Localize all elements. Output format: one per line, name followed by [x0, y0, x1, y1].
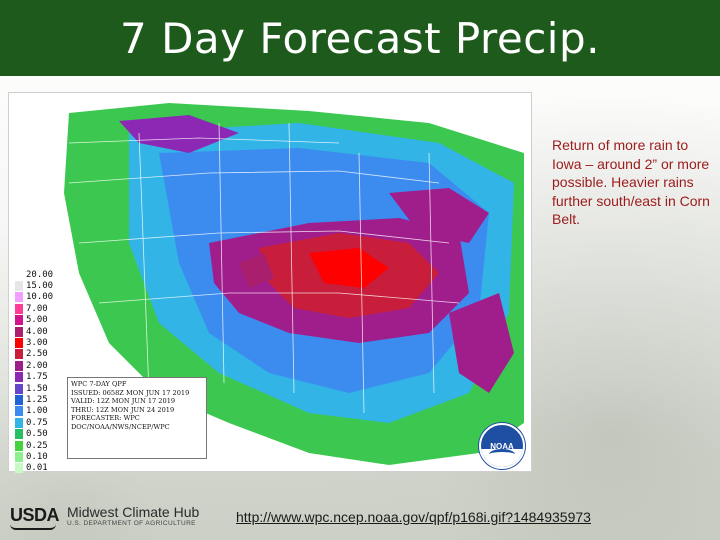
legend-row: 0.10: [15, 451, 55, 462]
info-line: THRU: 12Z MON JUN 24 2019: [71, 405, 175, 414]
precip-forecast-map: 20.00 15.00 10.00 7.00 5.00 4.00 3.00 2: [8, 92, 532, 474]
precip-map-graphic: [64, 103, 524, 465]
legend-label: 1.75: [26, 372, 48, 383]
noaa-bird-icon: [489, 449, 515, 460]
legend-label: 4.00: [26, 326, 48, 337]
legend-swatch: [15, 429, 23, 440]
legend-label: 20.00: [26, 269, 54, 280]
legend-row: 0.25: [15, 440, 55, 451]
legend-label: 0.10: [26, 451, 48, 462]
legend-row: 1.25: [15, 394, 55, 405]
hub-text: Midwest Climate Hub U.S. DEPARTMENT OF A…: [67, 504, 199, 527]
legend-label: 5.00: [26, 315, 48, 326]
legend-row: 1.75: [15, 372, 55, 383]
precip-legend: 20.00 15.00 10.00 7.00 5.00 4.00 3.00 2: [15, 269, 55, 474]
legend-label: 15.00: [26, 281, 54, 292]
legend-swatch: [15, 326, 23, 337]
legend-label: 1.25: [26, 394, 48, 405]
forecast-info-box: WPC 7-DAY QPF ISSUED: 0658Z MON JUN 17 2…: [67, 377, 207, 459]
slide-title: 7 Day Forecast Precip.: [120, 13, 600, 63]
legend-swatch: [15, 463, 23, 474]
legend-label: 0.50: [26, 429, 48, 440]
legend-label: 0.01: [26, 463, 48, 474]
legend-row: 1.50: [15, 383, 55, 394]
legend-swatch: [15, 303, 23, 314]
legend-row: 5.00: [15, 315, 55, 326]
info-line: DOC/NOAA/NWS/NCEP/WPC: [71, 422, 170, 431]
legend-swatch: [15, 360, 23, 371]
legend-swatch: [15, 406, 23, 417]
legend-swatch: [15, 269, 23, 280]
legend-label: 1.50: [26, 383, 48, 394]
legend-swatch: [15, 281, 23, 292]
info-line: WPC 7-DAY QPF: [71, 380, 127, 388]
legend-swatch: [15, 292, 23, 303]
legend-swatch: [15, 417, 23, 428]
info-line: VALID: 12Z MON JUN 17 2019: [71, 397, 176, 406]
usda-text: USDA: [10, 504, 60, 525]
hub-subtitle: U.S. DEPARTMENT OF AGRICULTURE: [67, 519, 196, 527]
legend-row: 0.01: [15, 463, 55, 474]
legend-row: 20.00: [15, 269, 55, 280]
noaa-label: NOAA: [490, 441, 514, 451]
usda-logo: USDA: [10, 504, 60, 530]
legend-row: 2.50: [15, 349, 55, 360]
hub-title: Midwest Climate Hub: [67, 503, 200, 520]
legend-swatch: [15, 440, 23, 451]
side-commentary: Return of more rain to Iowa – around 2” …: [552, 137, 710, 228]
legend-row: 2.00: [15, 360, 55, 371]
legend-swatch: [15, 349, 23, 360]
legend-swatch: [15, 383, 23, 394]
legend-row: 15.00: [15, 280, 55, 292]
legend-label: 7.00: [26, 303, 48, 314]
legend-row: 7.00: [15, 303, 55, 314]
legend-row: 0.75: [15, 417, 55, 428]
usda-swoosh-icon: [10, 524, 56, 530]
legend-row: 4.00: [15, 326, 55, 337]
noaa-logo: NOAA: [479, 423, 525, 469]
legend-label: 1.00: [26, 406, 48, 417]
title-bar: 7 Day Forecast Precip.: [0, 0, 720, 76]
legend-swatch: [15, 394, 23, 405]
legend-swatch: [15, 338, 23, 349]
legend-row: 10.00: [15, 292, 55, 303]
legend-row: 3.00: [15, 337, 55, 349]
legend-row: 1.00: [15, 406, 55, 417]
legend-label: 2.50: [26, 349, 48, 360]
legend-label: 2.00: [26, 360, 48, 371]
legend-label: 3.00: [26, 338, 48, 349]
info-line: FORECASTER: WPC: [71, 414, 140, 423]
legend-swatch: [15, 451, 23, 462]
info-line: ISSUED: 0658Z MON JUN 17 2019: [71, 388, 190, 397]
usda-midwest-climate-hub-logo: USDA Midwest Climate Hub U.S. DEPARTMENT…: [10, 500, 199, 530]
legend-swatch: [15, 315, 23, 326]
legend-label: 10.00: [26, 292, 54, 303]
legend-label: 0.25: [26, 440, 48, 451]
legend-row: 0.50: [15, 428, 55, 440]
legend-swatch: [15, 372, 23, 383]
legend-label: 0.75: [26, 417, 48, 428]
source-url-link[interactable]: http://www.wpc.ncep.noaa.gov/qpf/p168i.g…: [236, 509, 591, 525]
